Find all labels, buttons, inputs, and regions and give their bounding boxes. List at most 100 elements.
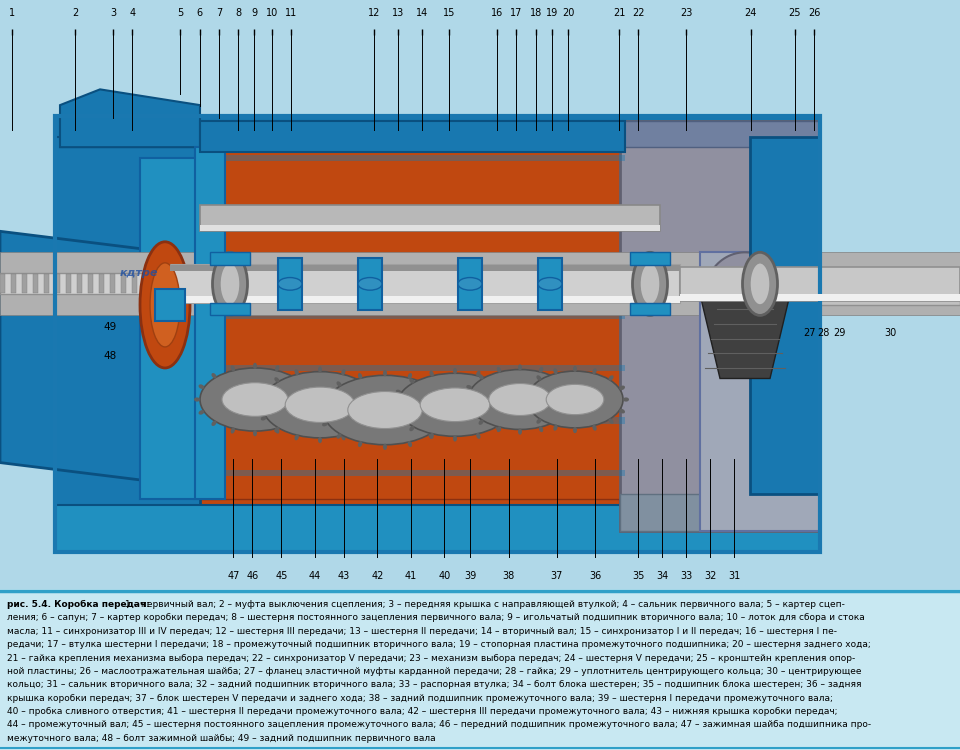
Text: межуточного вала; 48 – болт зажимной шайбы; 49 – задний подшипник первичного вал: межуточного вала; 48 – болт зажимной шай… <box>7 734 435 742</box>
Ellipse shape <box>592 424 597 430</box>
Polygon shape <box>11 274 16 293</box>
Ellipse shape <box>275 377 279 382</box>
Ellipse shape <box>553 368 558 374</box>
Polygon shape <box>680 295 960 301</box>
Ellipse shape <box>150 262 180 347</box>
Text: 13: 13 <box>393 8 404 17</box>
Polygon shape <box>705 252 785 295</box>
Ellipse shape <box>373 389 379 394</box>
Ellipse shape <box>409 426 415 431</box>
Text: 16: 16 <box>492 8 503 17</box>
Ellipse shape <box>318 436 322 443</box>
Ellipse shape <box>509 416 515 420</box>
Ellipse shape <box>476 370 481 376</box>
Ellipse shape <box>323 375 447 445</box>
Ellipse shape <box>253 363 257 369</box>
Polygon shape <box>200 260 625 266</box>
Polygon shape <box>140 158 220 500</box>
Ellipse shape <box>467 410 472 414</box>
Text: 44 – промежуточный вал; 45 – шестерня постоянного зацепления промежуточного вала: 44 – промежуточный вал; 45 – шестерня по… <box>7 721 871 730</box>
Ellipse shape <box>230 365 235 371</box>
Ellipse shape <box>310 398 316 401</box>
Ellipse shape <box>553 424 558 430</box>
Text: 43: 43 <box>338 572 349 581</box>
Polygon shape <box>210 252 250 265</box>
Polygon shape <box>170 265 680 303</box>
Ellipse shape <box>462 398 468 401</box>
Text: 48: 48 <box>104 351 117 361</box>
Ellipse shape <box>478 419 484 424</box>
Ellipse shape <box>275 365 279 371</box>
Ellipse shape <box>341 369 346 375</box>
Text: кдтре: кдтре <box>120 268 158 278</box>
Text: 24: 24 <box>745 8 756 17</box>
Ellipse shape <box>527 371 623 428</box>
Text: 11: 11 <box>285 8 297 17</box>
Polygon shape <box>700 295 790 379</box>
Ellipse shape <box>573 366 577 372</box>
Polygon shape <box>195 147 225 500</box>
Text: 10: 10 <box>266 8 277 17</box>
Polygon shape <box>200 121 625 152</box>
Ellipse shape <box>361 427 366 432</box>
Ellipse shape <box>200 368 310 431</box>
Ellipse shape <box>140 242 190 368</box>
Ellipse shape <box>557 374 562 380</box>
Ellipse shape <box>513 403 519 406</box>
Text: 32: 32 <box>705 572 716 581</box>
Ellipse shape <box>619 409 625 413</box>
Ellipse shape <box>261 389 267 394</box>
Ellipse shape <box>546 384 604 415</box>
Ellipse shape <box>396 416 401 420</box>
Ellipse shape <box>322 422 327 427</box>
Text: 1 – первичный вал; 2 – муфта выключения сцепления; 3 – передняя крышка с направл: 1 – первичный вал; 2 – муфта выключения … <box>122 600 845 609</box>
Polygon shape <box>278 257 302 310</box>
Text: 19: 19 <box>546 8 558 17</box>
Ellipse shape <box>538 278 562 290</box>
Polygon shape <box>0 274 5 293</box>
Ellipse shape <box>525 409 531 413</box>
Polygon shape <box>680 267 960 301</box>
Ellipse shape <box>633 252 667 316</box>
Text: 5: 5 <box>178 8 183 17</box>
Ellipse shape <box>489 383 551 416</box>
Text: масла; 11 – синхронизатор III и IV передач; 12 – шестерня III передачи; 13 – шес: масла; 11 – синхронизатор III и IV перед… <box>7 627 837 636</box>
Polygon shape <box>200 470 625 476</box>
Ellipse shape <box>212 252 248 316</box>
Text: 18: 18 <box>530 8 541 17</box>
Ellipse shape <box>358 373 362 379</box>
Polygon shape <box>155 289 185 321</box>
Ellipse shape <box>396 389 401 394</box>
Polygon shape <box>630 252 670 265</box>
Polygon shape <box>77 274 82 293</box>
Text: 38: 38 <box>503 572 515 581</box>
Ellipse shape <box>220 262 240 305</box>
Text: 29: 29 <box>833 328 845 338</box>
Ellipse shape <box>468 370 572 430</box>
Ellipse shape <box>453 435 457 442</box>
Text: рис. 5.4. Коробка передач:: рис. 5.4. Коробка передач: <box>7 600 150 609</box>
Ellipse shape <box>572 398 578 401</box>
Text: 25: 25 <box>788 8 802 17</box>
Ellipse shape <box>623 398 629 401</box>
Ellipse shape <box>568 385 574 389</box>
Polygon shape <box>66 274 71 293</box>
Ellipse shape <box>537 375 541 381</box>
Ellipse shape <box>295 369 299 375</box>
Polygon shape <box>55 274 60 293</box>
Polygon shape <box>0 252 960 316</box>
Ellipse shape <box>275 427 279 433</box>
Ellipse shape <box>317 408 323 413</box>
Ellipse shape <box>383 444 387 450</box>
Ellipse shape <box>278 278 302 290</box>
Polygon shape <box>200 312 625 319</box>
Text: 36: 36 <box>589 572 601 581</box>
Polygon shape <box>0 273 170 295</box>
Text: 26: 26 <box>808 8 820 17</box>
Ellipse shape <box>525 386 531 390</box>
Ellipse shape <box>478 374 484 380</box>
Polygon shape <box>770 289 960 305</box>
Text: 35: 35 <box>633 572 644 581</box>
Text: кольцо; 31 – сальник вторичного вала; 32 – задний подшипник вторичного вала; 33 : кольцо; 31 – сальник вторичного вала; 32… <box>7 680 861 689</box>
Ellipse shape <box>337 381 342 387</box>
